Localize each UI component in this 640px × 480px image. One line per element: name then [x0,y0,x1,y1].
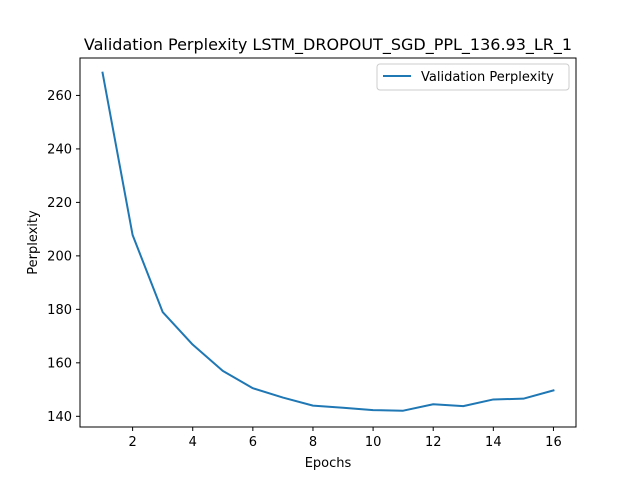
x-tick-label: 6 [249,435,257,450]
y-tick-label: 160 [47,356,72,371]
y-axis-label: Perplexity [26,210,41,275]
series-line [101,71,555,412]
chart-title: Validation Perplexity LSTM_DROPOUT_SGD_P… [84,35,572,55]
x-tick-label: 10 [365,435,382,450]
y-tick-label: 200 [47,249,72,264]
y-tick-label: 260 [47,89,72,104]
x-tick-label: 16 [545,435,562,450]
y-tick-label: 180 [47,303,72,318]
x-tick-label: 12 [425,435,442,450]
x-axis-label: Epochs [305,456,352,471]
y-tick-label: 220 [47,196,72,211]
legend-label: Validation Perplexity [421,70,554,85]
legend-box [376,63,570,91]
x-tick-label: 8 [309,435,317,450]
y-axis: 140 160 180 200 220 240 260 [47,89,80,425]
y-tick-label: 240 [47,142,72,157]
y-tick-label: 140 [47,410,72,425]
legend: Validation Perplexity [376,63,570,91]
x-tick-label: 4 [189,435,197,450]
x-axis: 2 4 6 8 10 12 14 16 [128,427,562,450]
x-tick-label: 2 [128,435,136,450]
x-tick-label: 14 [485,435,502,450]
series-layer [101,71,555,412]
plot-frame [79,57,577,428]
plot-area [79,57,577,428]
